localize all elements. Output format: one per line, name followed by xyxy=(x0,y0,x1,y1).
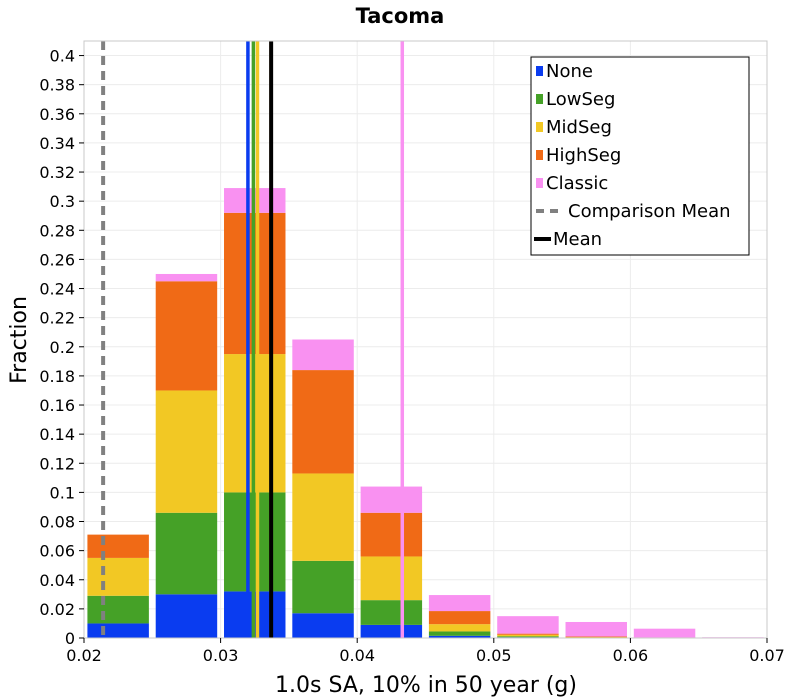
bar-lowseg-1 xyxy=(155,512,218,595)
legend-label-comparison-mean: Comparison Mean xyxy=(568,201,731,222)
legend-label-lowseg: LowSeg xyxy=(546,89,615,110)
legend-label-midseg: MidSeg xyxy=(546,117,612,138)
x-tick-label-3: 0.05 xyxy=(476,646,512,665)
chart-title: Tacoma xyxy=(356,4,445,28)
x-tick-label-0: 0.02 xyxy=(66,646,102,665)
bar-classic-6 xyxy=(497,616,559,634)
bar-highseg-3 xyxy=(292,370,354,474)
bar-highseg-4 xyxy=(360,512,423,557)
x-tick-label-1: 0.03 xyxy=(203,646,239,665)
bar-midseg-4 xyxy=(360,556,423,601)
bar-classic-8 xyxy=(633,628,696,638)
y-tick-label-0: 0 xyxy=(65,629,75,648)
y-tick-label-8: 0.16 xyxy=(39,396,75,415)
bar-classic-7 xyxy=(565,621,627,637)
legend-swatch-lowseg xyxy=(536,94,543,104)
x-axis-label: 1.0s SA, 10% in 50 year (g) xyxy=(275,673,577,698)
y-tick-label-15: 0.3 xyxy=(50,192,75,211)
bar-lowseg-5 xyxy=(428,631,491,636)
bar-midseg-0 xyxy=(87,557,149,596)
bar-none-5 xyxy=(428,635,491,638)
y-axis-label: Fraction xyxy=(7,296,32,384)
x-ticks: 0.02 0.03 0.04 0.05 0.06 0.07 xyxy=(66,638,785,665)
bar-none-0 xyxy=(87,623,149,638)
legend-label-none: None xyxy=(546,61,593,82)
y-tick-label-5: 0.1 xyxy=(50,483,75,502)
legend-swatch-classic xyxy=(536,178,543,188)
y-tick-label-13: 0.26 xyxy=(39,250,75,269)
bar-none-4 xyxy=(360,624,423,638)
y-tick-label-11: 0.22 xyxy=(39,309,75,328)
y-tick-label-4: 0.08 xyxy=(39,513,75,532)
y-tick-label-12: 0.24 xyxy=(39,280,75,299)
legend-swatch-none xyxy=(536,66,543,76)
plot-frame xyxy=(83,40,768,639)
y-tick-label-1: 0.02 xyxy=(39,600,75,619)
bar-lowseg-4 xyxy=(360,600,423,625)
y-tick-label-17: 0.34 xyxy=(39,134,75,153)
legend-swatch-highseg xyxy=(536,150,543,160)
bar-none-3 xyxy=(292,613,354,638)
y-ticks: 0 0.02 0.04 0.06 0.08 0.1 0.12 0.14 0.16 0.18 0.2 0… xyxy=(39,47,84,648)
y-tick-label-3: 0.06 xyxy=(39,542,75,561)
bar-highseg-1 xyxy=(155,281,218,391)
y-tick-label-20: 0.4 xyxy=(50,47,75,66)
bars xyxy=(87,188,764,639)
x-tick-label-5: 0.07 xyxy=(749,646,785,665)
bar-lowseg-3 xyxy=(292,560,354,614)
y-tick-label-10: 0.2 xyxy=(50,338,75,357)
bar-classic-1 xyxy=(155,273,218,282)
y-tick-label-7: 0.14 xyxy=(39,425,75,444)
legend-box xyxy=(530,56,750,256)
bar-midseg-1 xyxy=(155,390,218,513)
legend-label-mean: Mean xyxy=(553,229,602,250)
bar-highseg-6 xyxy=(497,633,559,635)
legend-label-classic: Classic xyxy=(546,173,608,194)
y-tick-label-16: 0.32 xyxy=(39,163,75,182)
bar-lowseg-6 xyxy=(497,636,559,638)
bar-highseg-0 xyxy=(87,534,149,558)
y-tick-label-14: 0.28 xyxy=(39,221,75,240)
legend: None LowSeg MidSeg HighSeg Classic Comparison… xyxy=(530,56,750,256)
y-tick-label-2: 0.04 xyxy=(39,571,75,590)
bar-classic-5 xyxy=(428,595,491,612)
y-tick-label-9: 0.18 xyxy=(39,367,75,386)
legend-label-highseg: HighSeg xyxy=(546,145,621,166)
y-tick-label-19: 0.38 xyxy=(39,76,75,95)
vertical-lines xyxy=(101,41,405,638)
x-tick-label-2: 0.04 xyxy=(339,646,375,665)
legend-swatch-midseg xyxy=(536,122,543,132)
bar-midseg-6 xyxy=(497,634,559,637)
bar-classic-4 xyxy=(360,486,423,513)
x-tick-label-4: 0.06 xyxy=(613,646,649,665)
bar-highseg-7 xyxy=(565,636,627,638)
y-tick-label-6: 0.12 xyxy=(39,454,75,473)
bar-highseg-5 xyxy=(428,611,491,625)
bar-lowseg-0 xyxy=(87,595,149,624)
bar-midseg-5 xyxy=(428,624,491,632)
y-tick-label-18: 0.36 xyxy=(39,105,75,124)
bar-midseg-3 xyxy=(292,473,354,561)
bar-none-1 xyxy=(155,594,218,638)
bar-classic-3 xyxy=(292,339,354,371)
